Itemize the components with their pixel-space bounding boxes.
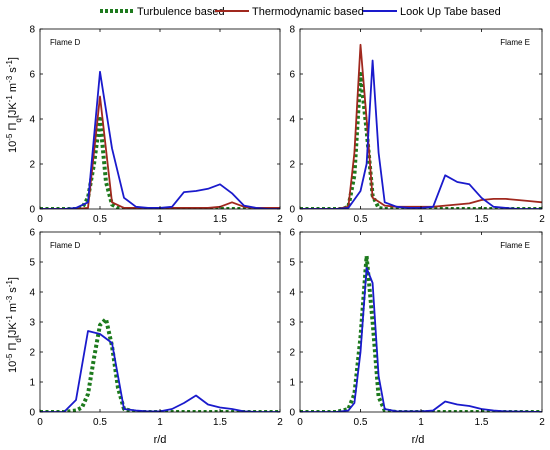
series-group (40, 317, 280, 412)
x-tick-label: 0.5 (354, 214, 368, 225)
y-tick-label: 0 (29, 205, 35, 216)
y-tick-label: 2 (29, 160, 35, 171)
y-tick-label: 2 (289, 348, 295, 359)
y-tick-label: 1 (29, 378, 35, 389)
y-tick-label: 6 (289, 70, 295, 81)
panel-label: Flame E (500, 38, 530, 47)
x-tick-label: 1 (157, 417, 163, 428)
y-tick-label: 2 (29, 348, 35, 359)
x-tick-label: 0.5 (93, 214, 107, 225)
y-tick-label: 8 (289, 25, 295, 36)
x-tick-label: 1 (157, 214, 163, 225)
y-tick-label: 5 (289, 258, 295, 269)
x-tick-label: 1 (418, 214, 424, 225)
series-line (40, 330, 280, 412)
y-tick-label: 3 (29, 318, 35, 329)
x-tick-label: 0 (37, 214, 43, 225)
legend: Turbulence based Thermodynamic based Look … (100, 6, 501, 18)
series-group (300, 254, 542, 412)
series-line (40, 95, 280, 209)
x-tick-label: 1.5 (475, 417, 489, 428)
series-line (40, 117, 280, 209)
x-tick-label: 1.5 (213, 417, 227, 428)
x-tick-label: 2 (539, 214, 545, 225)
legend-label: Thermodynamic based (252, 6, 364, 18)
panel-top-left: 0 0.5 1 1.5 2 0 2 4 6 8 Flame D (29, 25, 283, 226)
y-tick-label: 5 (29, 258, 35, 269)
y-tick-label: 2 (289, 160, 295, 171)
y-tick-label: 4 (289, 115, 295, 126)
series-line (40, 70, 280, 209)
plot-frame (39, 28, 281, 210)
y-tick-label: 8 (29, 25, 35, 36)
panel-bottom-left: 0 0.5 1 1.5 2 0 1 2 3 4 5 6 Flame D (29, 228, 283, 429)
y-tick-label: 6 (29, 70, 35, 81)
x-axis-title-left: r/d (154, 434, 167, 446)
y-tick-label: 3 (289, 318, 295, 329)
x-tick-label: 2 (277, 417, 283, 428)
series-line (300, 72, 542, 209)
x-tick-label: 0.5 (93, 417, 107, 428)
x-tick-label: 1.5 (213, 214, 227, 225)
y-axis-title-bottom: 10-5 Πd[JK-1 m-3 s-1] (5, 277, 23, 373)
y-tick-label: 4 (29, 115, 35, 126)
y-tick-label: 6 (289, 228, 295, 239)
x-tick-label: 0.5 (354, 417, 368, 428)
plot-frame (299, 231, 543, 413)
series-line (300, 254, 542, 412)
series-group (300, 43, 542, 209)
y-tick-label: 1 (289, 378, 295, 389)
series-line (300, 267, 542, 412)
x-tick-label: 1 (418, 417, 424, 428)
y-tick-label: 0 (29, 408, 35, 419)
panel-label: Flame E (500, 241, 530, 250)
x-tick-label: 2 (277, 214, 283, 225)
x-axis-title-right: r/d (412, 434, 425, 446)
y-tick-label: 0 (289, 205, 295, 216)
panel-label: Flame D (50, 241, 80, 250)
panel-label: Flame D (50, 38, 80, 47)
series-line (300, 59, 542, 209)
x-tick-label: 2 (539, 417, 545, 428)
x-tick-label: 0 (37, 417, 43, 428)
series-group (40, 70, 280, 209)
x-tick-label: 0 (297, 417, 303, 428)
y-tick-label: 4 (289, 288, 295, 299)
x-tick-label: 1.5 (475, 214, 489, 225)
panel-top-right: 0 0.5 1 1.5 2 0 2 4 6 8 Flame E (289, 25, 545, 226)
y-tick-label: 6 (29, 228, 35, 239)
plot-frame (39, 231, 281, 413)
series-line (300, 43, 542, 209)
legend-label: Look Up Tabe based (400, 6, 501, 18)
y-axis-title-top: 10-5 Πq[JK-1 m-3 s-1] (5, 57, 23, 153)
x-tick-label: 0 (297, 214, 303, 225)
plot-frame (299, 28, 543, 210)
legend-label: Turbulence based (137, 6, 225, 18)
y-tick-label: 0 (289, 408, 295, 419)
panel-bottom-right: 0 0.5 1 1.5 2 0 1 2 3 4 5 6 Flame E (289, 228, 545, 429)
y-tick-label: 4 (29, 288, 35, 299)
